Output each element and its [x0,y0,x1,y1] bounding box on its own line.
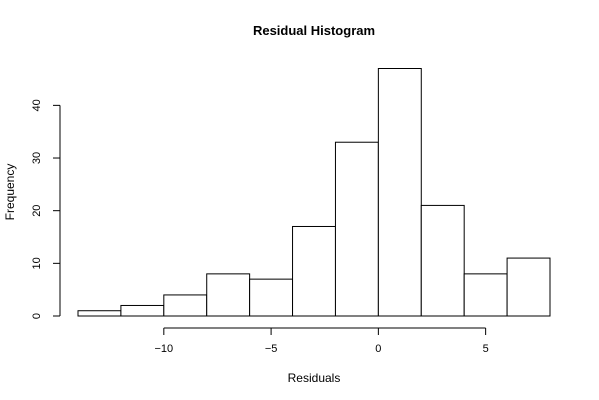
histogram-bar [463,273,508,317]
histogram-bar [120,304,165,317]
histogram-bar [163,294,208,317]
histogram-bar [334,141,379,317]
y-tick-label: 40 [31,99,43,111]
y-tick-label: 0 [31,313,43,319]
x-tick-label: 0 [375,343,381,355]
x-axis: −10 −5 0 5 [154,327,489,355]
x-tick-label: −10 [154,343,173,355]
x-tick-label: 5 [483,343,489,355]
histogram-bar [206,273,251,317]
histogram-bar [77,310,122,317]
histogram-bar [292,225,336,317]
histogram-bar [377,68,422,317]
x-tick-label: −5 [265,343,278,355]
histogram-bar [506,257,551,317]
y-axis: 0 10 20 30 40 [31,99,61,319]
y-tick-label: 10 [31,257,43,269]
bars-group [77,68,551,317]
chart-title: Residual Histogram [253,23,375,38]
histogram-bar [420,204,465,317]
y-tick-label: 20 [31,205,43,217]
y-tick-label: 30 [31,152,43,164]
x-axis-label: Residuals [288,371,341,385]
histogram-bar [249,278,294,317]
y-axis-label: Frequency [3,164,17,221]
